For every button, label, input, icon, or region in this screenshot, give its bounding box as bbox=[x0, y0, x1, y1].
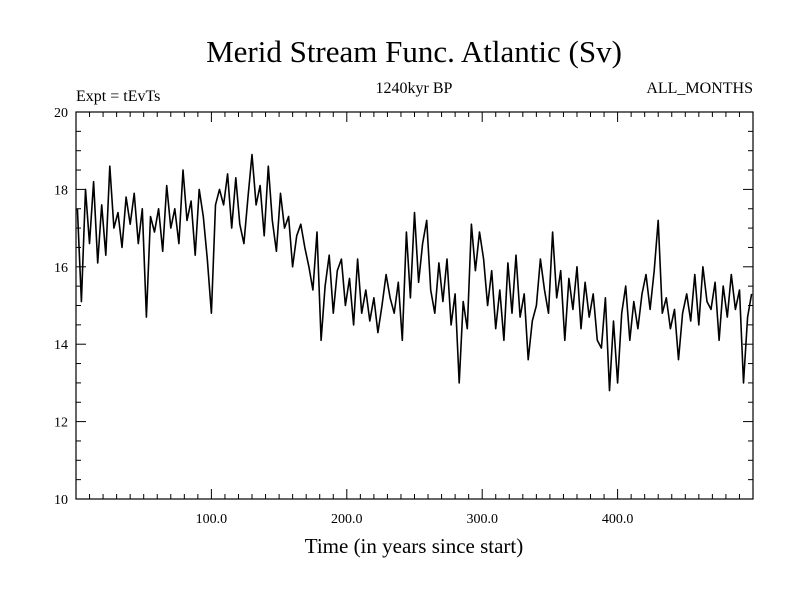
x-tick-label: 400.0 bbox=[602, 512, 634, 527]
chart-title: Merid Stream Func. Atlantic (Sv) bbox=[206, 34, 622, 69]
tick-labels: 100.0 200.0 300.0 400.0 10 12 14 16 18 20 bbox=[54, 106, 633, 527]
y-tick-label: 10 bbox=[54, 493, 68, 508]
x-axis-title: Time (in years since start) bbox=[305, 534, 524, 558]
series-line bbox=[76, 153, 753, 392]
axis-ticks bbox=[76, 112, 753, 499]
months-label: ALL_MONTHS bbox=[646, 80, 753, 97]
y-tick-label: 14 bbox=[54, 338, 68, 353]
period-label: 1240kyr BP bbox=[376, 80, 453, 97]
y-tick-label: 16 bbox=[54, 261, 68, 276]
x-tick-label: 100.0 bbox=[196, 512, 228, 527]
x-tick-label: 300.0 bbox=[466, 512, 498, 527]
y-tick-label: 20 bbox=[54, 106, 68, 121]
y-tick-label: 18 bbox=[54, 183, 68, 198]
y-tick-label: 12 bbox=[54, 416, 68, 431]
plot-frame bbox=[75, 111, 754, 500]
x-tick-label: 200.0 bbox=[331, 512, 363, 527]
experiment-label: Expt = tEvTs bbox=[76, 88, 160, 105]
